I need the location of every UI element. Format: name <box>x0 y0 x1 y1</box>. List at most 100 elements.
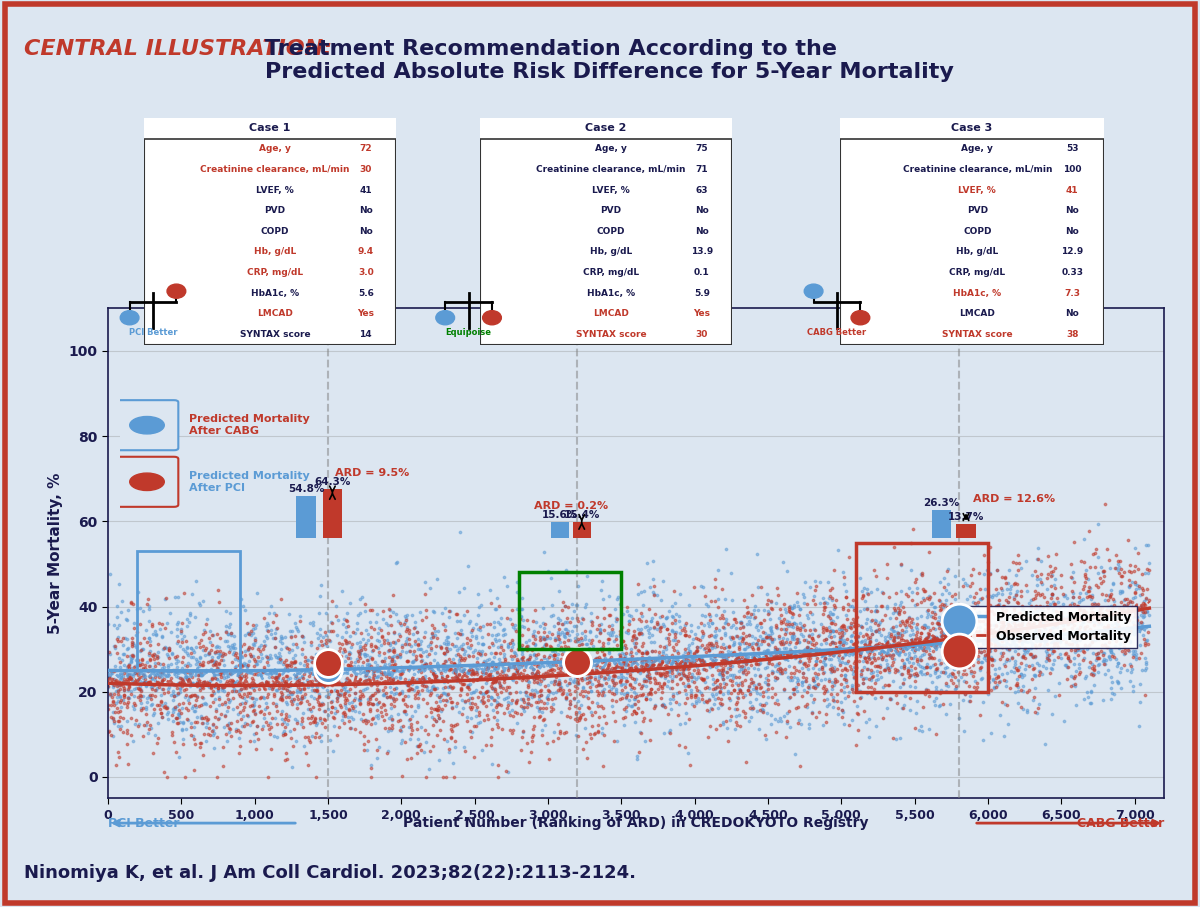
Point <box>665 627 684 641</box>
Text: 41: 41 <box>360 186 372 195</box>
Point <box>121 672 140 687</box>
Point <box>970 566 989 580</box>
Point <box>1132 645 1151 659</box>
Point <box>994 615 1013 629</box>
Point <box>476 699 496 714</box>
Point <box>1070 661 1090 676</box>
Point <box>107 646 126 660</box>
Point <box>950 646 970 660</box>
Point <box>1082 657 1102 671</box>
Point <box>342 698 361 713</box>
Point <box>424 667 443 681</box>
Point <box>712 658 731 672</box>
Point <box>1122 595 1141 610</box>
Point <box>892 641 911 656</box>
Point <box>350 639 370 653</box>
Point <box>752 631 772 646</box>
Point <box>408 638 427 652</box>
Point <box>328 704 347 718</box>
Point <box>1002 637 1021 651</box>
Point <box>1054 587 1073 601</box>
Point <box>1058 614 1078 629</box>
Point <box>758 593 778 608</box>
Point <box>694 695 713 709</box>
Point <box>679 638 698 652</box>
Point <box>410 660 430 675</box>
Point <box>242 640 262 655</box>
Point <box>232 657 251 671</box>
Point <box>875 678 894 692</box>
Point <box>364 688 383 702</box>
Point <box>967 683 986 697</box>
Point <box>294 690 313 705</box>
Point <box>689 663 708 678</box>
Point <box>107 677 126 691</box>
Point <box>534 632 553 647</box>
Point <box>536 637 556 651</box>
Point <box>728 678 748 693</box>
Point <box>457 714 476 728</box>
Point <box>361 614 380 629</box>
Point <box>511 699 530 714</box>
Point <box>254 710 274 725</box>
Point <box>884 540 904 554</box>
Point <box>1015 630 1034 645</box>
Point <box>557 563 576 578</box>
Point <box>916 682 935 697</box>
Point <box>613 710 632 725</box>
Point <box>204 669 223 684</box>
Point <box>266 683 286 697</box>
Point <box>529 704 548 718</box>
Point <box>604 634 623 649</box>
Point <box>833 624 852 639</box>
Point <box>844 664 863 678</box>
Point <box>479 640 498 655</box>
Point <box>726 615 745 629</box>
Point <box>1118 602 1138 617</box>
Point <box>509 606 528 620</box>
Point <box>108 745 127 759</box>
Point <box>559 659 578 674</box>
Point <box>731 682 750 697</box>
Point <box>1001 663 1020 678</box>
Point <box>901 685 920 699</box>
Point <box>985 607 1004 621</box>
Point <box>1020 648 1039 662</box>
Point <box>935 660 954 675</box>
Point <box>451 682 470 697</box>
Point <box>1012 633 1031 648</box>
Point <box>170 626 190 640</box>
Point <box>630 625 649 639</box>
Point <box>527 666 546 680</box>
Point <box>716 639 736 654</box>
Point <box>517 652 536 667</box>
Point <box>949 639 968 653</box>
Point <box>967 676 986 690</box>
Point <box>673 663 692 678</box>
Point <box>1108 554 1127 569</box>
Point <box>178 646 197 660</box>
Point <box>341 682 360 697</box>
Point <box>632 652 652 667</box>
Text: PVD: PVD <box>264 206 286 215</box>
Point <box>697 695 716 709</box>
Point <box>955 660 974 675</box>
Point <box>382 653 401 668</box>
Point <box>425 681 444 696</box>
Point <box>288 639 307 654</box>
Point <box>233 676 252 690</box>
Point <box>674 653 694 668</box>
Point <box>859 652 878 667</box>
Point <box>1025 625 1044 639</box>
Point <box>272 688 292 703</box>
Point <box>812 661 832 676</box>
Point <box>1130 600 1150 614</box>
Point <box>794 596 814 610</box>
Point <box>970 604 989 619</box>
Point <box>785 600 804 615</box>
Point <box>761 621 780 636</box>
Point <box>587 684 606 698</box>
Point <box>961 666 980 680</box>
Point <box>667 677 686 691</box>
Point <box>241 628 260 642</box>
